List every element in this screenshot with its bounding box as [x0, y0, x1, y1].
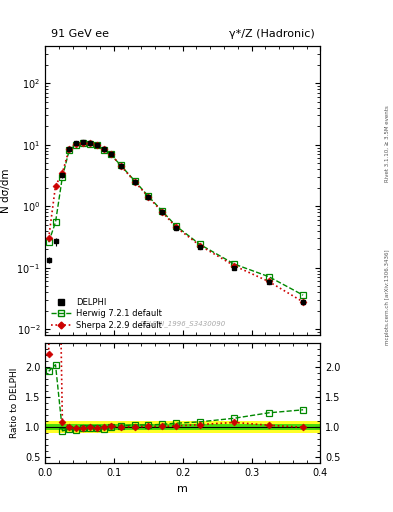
Bar	[169, 424, 183, 430]
Bar	[86, 421, 94, 433]
Bar	[66, 421, 73, 433]
Bar	[107, 421, 114, 433]
Bar	[66, 424, 73, 430]
Text: 91 GeV ee: 91 GeV ee	[51, 29, 109, 39]
Bar	[45, 424, 52, 430]
X-axis label: m: m	[177, 484, 188, 494]
Bar	[217, 421, 252, 433]
Bar	[79, 421, 86, 433]
Bar	[114, 424, 128, 430]
Y-axis label: Ratio to DELPHI: Ratio to DELPHI	[10, 368, 19, 438]
Text: Rivet 3.1.10, ≥ 3.5M events: Rivet 3.1.10, ≥ 3.5M events	[385, 105, 390, 182]
Bar	[73, 421, 79, 433]
Bar	[79, 424, 86, 430]
Bar	[169, 421, 183, 433]
Bar	[252, 421, 286, 433]
Bar	[59, 424, 66, 430]
Bar	[155, 424, 169, 430]
Bar	[100, 421, 107, 433]
Text: γ*/Z (Hadronic): γ*/Z (Hadronic)	[229, 29, 315, 39]
Bar	[128, 421, 141, 433]
Bar	[86, 424, 94, 430]
Bar	[141, 424, 155, 430]
Legend: DELPHI, Herwig 7.2.1 default, Sherpa 2.2.9 default: DELPHI, Herwig 7.2.1 default, Sherpa 2.2…	[50, 296, 163, 331]
Bar	[94, 421, 100, 433]
Bar	[128, 424, 141, 430]
Bar	[52, 424, 59, 430]
Bar	[286, 424, 320, 430]
Text: mcplots.cern.ch [arXiv:1306.3436]: mcplots.cern.ch [arXiv:1306.3436]	[385, 249, 390, 345]
Bar	[183, 424, 217, 430]
Bar	[183, 421, 217, 433]
Bar	[73, 424, 79, 430]
Bar	[94, 424, 100, 430]
Bar	[100, 424, 107, 430]
Bar	[286, 421, 320, 433]
Bar	[45, 421, 52, 433]
Bar	[252, 424, 286, 430]
Bar	[155, 421, 169, 433]
Bar	[59, 421, 66, 433]
Y-axis label: N dσ/dm: N dσ/dm	[1, 168, 11, 213]
Bar	[141, 421, 155, 433]
Text: DELPHI_1996_S3430090: DELPHI_1996_S3430090	[140, 320, 226, 327]
Bar	[107, 424, 114, 430]
Bar	[52, 421, 59, 433]
Bar	[217, 424, 252, 430]
Bar	[114, 421, 128, 433]
